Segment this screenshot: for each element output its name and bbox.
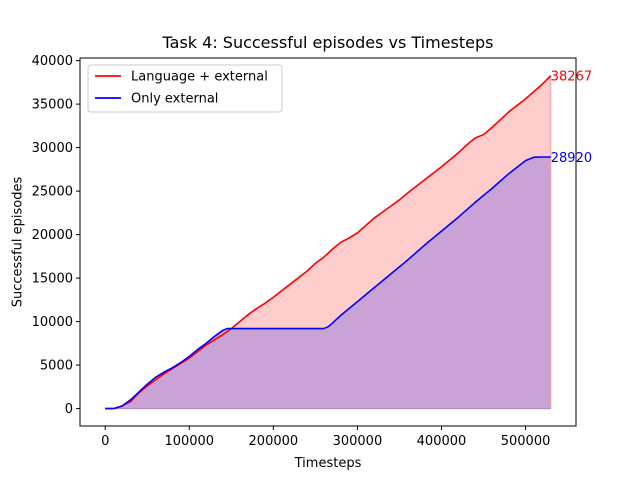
series-line-0 xyxy=(105,75,552,410)
y-tick-label-8: 40000 xyxy=(32,54,73,69)
legend-box xyxy=(87,64,283,113)
x-axis: 0 100000 200000 300000 400000 500000 xyxy=(101,426,550,449)
x-tick-label-0: 0 xyxy=(101,434,109,449)
x-tick-label-3: 300000 xyxy=(333,434,383,449)
area-fills xyxy=(105,75,552,410)
y-tick-label-1: 5000 xyxy=(40,359,73,374)
y-tick-label-0: 0 xyxy=(65,402,73,417)
chart-title: Task 4: Successful episodes vs Timesteps xyxy=(162,33,494,52)
y-axis-label: Successful episodes xyxy=(11,177,26,308)
end-label-series-0: 38267 xyxy=(551,70,592,85)
area-fill-series-1 xyxy=(105,157,551,409)
x-tick-label-2: 200000 xyxy=(249,434,299,449)
plot-frame xyxy=(79,57,577,427)
legend: Language + external Only external xyxy=(87,64,283,113)
y-tick-label-2: 10000 xyxy=(32,315,73,330)
end-label-series-1: 28920 xyxy=(551,151,592,166)
y-tick-label-6: 30000 xyxy=(32,141,73,156)
y-axis: 0 5000 10000 15000 20000 25000 30000 35000 40000 xyxy=(32,54,80,417)
x-tick-label-4: 400000 xyxy=(417,434,467,449)
end-labels: 38267 28920 xyxy=(551,70,592,166)
y-tick-label-5: 25000 xyxy=(32,185,73,200)
legend-label-0: Language + external xyxy=(131,70,268,85)
y-tick-label-7: 35000 xyxy=(32,98,73,113)
series-line-1 xyxy=(105,156,551,410)
x-axis-label: Timesteps xyxy=(294,456,362,471)
series-lines xyxy=(105,75,552,410)
x-tick-label-5: 500000 xyxy=(501,434,551,449)
legend-label-1: Only external xyxy=(131,92,218,107)
y-tick-label-4: 20000 xyxy=(32,228,73,243)
y-tick-label-3: 15000 xyxy=(32,272,73,287)
x-tick-label-1: 100000 xyxy=(164,434,214,449)
